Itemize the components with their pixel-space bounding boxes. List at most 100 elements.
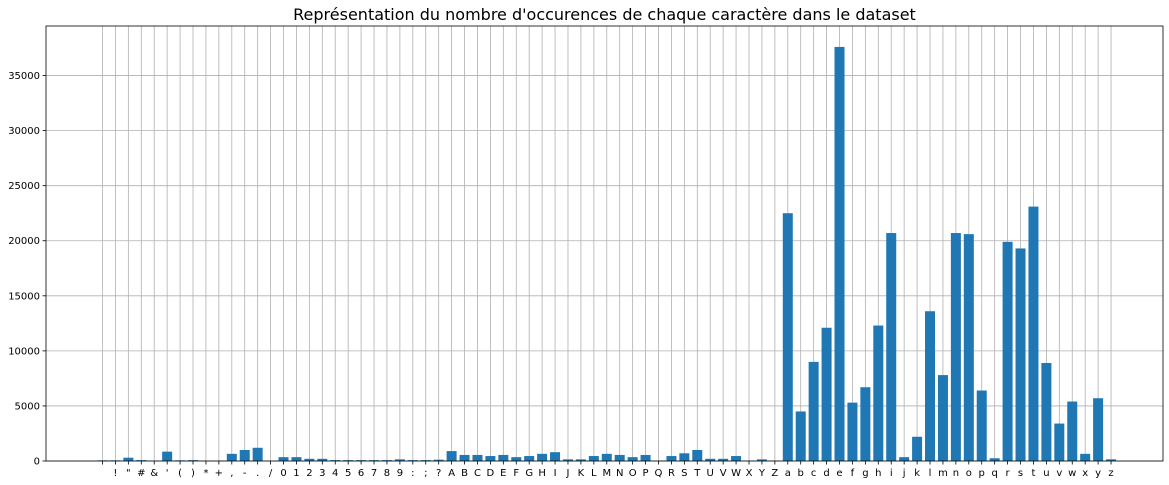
bar [420, 460, 431, 461]
y-tick-label: 15000 [8, 291, 40, 302]
bar [356, 460, 367, 461]
bar [886, 233, 897, 461]
bar [304, 458, 315, 461]
x-tick-label: 5 [345, 468, 351, 479]
x-tick-label: " [126, 468, 131, 479]
grid-layer [46, 26, 1163, 462]
x-tick-label: U [707, 468, 714, 479]
x-tick-label: V [720, 468, 727, 479]
x-tick-label: u [1043, 468, 1049, 479]
x-tick-label: L [591, 468, 597, 479]
x-tick-label: T [693, 468, 701, 479]
bar [446, 451, 457, 461]
bar [925, 311, 936, 461]
y-tick-label: 30000 [8, 126, 40, 137]
bar [394, 459, 405, 461]
x-tick-label: s [1018, 468, 1023, 479]
bar [1067, 401, 1078, 461]
x-tick-label: M [602, 468, 611, 479]
x-tick-label: D [487, 468, 495, 479]
x-tick-label: k [914, 468, 920, 479]
y-tick-label: 0 [34, 457, 40, 468]
bar [226, 453, 237, 461]
x-tick-label: Y [758, 468, 766, 479]
x-tick-label: v [1056, 468, 1062, 479]
x-tick-label: 0 [280, 468, 286, 479]
x-tick-label: G [525, 468, 533, 479]
bar [136, 460, 147, 461]
bar [666, 456, 677, 461]
x-tick-label: 3 [319, 468, 325, 479]
y-tick-label: 35000 [8, 71, 40, 82]
bar [912, 436, 923, 461]
x-tick-label: m [938, 468, 948, 479]
x-tick-label: ' [166, 468, 169, 479]
x-tick-label: : [411, 468, 414, 479]
x-tick-label: r [1006, 468, 1011, 479]
bar [433, 459, 444, 461]
x-tick-label: H [538, 468, 546, 479]
x-tick-label: x [1082, 468, 1088, 479]
bar [899, 457, 910, 461]
x-tick-label: c [811, 468, 817, 479]
bar [614, 454, 625, 461]
bar [369, 460, 380, 461]
bar [537, 453, 548, 461]
bar [821, 327, 832, 461]
x-tick-label: . [256, 468, 259, 479]
bar [511, 457, 522, 461]
x-tick-label: d [823, 468, 829, 479]
bar [782, 213, 793, 461]
x-tick-label: ( [178, 468, 182, 479]
bar [472, 454, 483, 461]
plot-frame [45, 25, 1164, 462]
y-tick-label: 5000 [15, 401, 40, 412]
bar [756, 459, 767, 461]
bar [550, 452, 561, 461]
bar [679, 453, 690, 461]
x-tick-label: E [500, 468, 506, 479]
bar [1041, 362, 1052, 461]
x-tick-label: 4 [332, 468, 338, 479]
chart-title: Représentation du nombre d'occurences de… [293, 5, 916, 24]
bar [731, 456, 742, 461]
bar [291, 457, 302, 461]
bar [860, 387, 871, 461]
x-tick-label: + [215, 468, 223, 479]
bar [692, 449, 703, 461]
x-tick-label: # [137, 468, 145, 479]
bar [795, 411, 806, 461]
bar [317, 458, 328, 461]
x-tick-label: e [836, 468, 842, 479]
bar [162, 451, 173, 461]
x-tick-label: O [629, 468, 637, 479]
bar [705, 458, 716, 461]
bar [498, 454, 509, 461]
x-tick-label: 8 [384, 468, 390, 479]
x-tick-label: A [448, 468, 455, 479]
x-tick-label: & [150, 468, 158, 479]
x-tick-label: ! [113, 468, 117, 479]
x-tick-label: f [851, 468, 855, 479]
bar [459, 454, 470, 461]
bar [950, 233, 961, 461]
x-tick-label: X [746, 468, 753, 479]
bar [188, 460, 199, 461]
x-tick-label: l [929, 468, 932, 479]
bar [1080, 453, 1091, 461]
x-tick-label: ? [436, 468, 441, 479]
bar [1093, 398, 1104, 461]
bar [252, 447, 263, 461]
bar [588, 456, 599, 461]
x-tick-label: 1 [293, 468, 299, 479]
x-tick-label: a [785, 468, 791, 479]
x-tick-label: I [554, 468, 557, 479]
x-tick-label: i [890, 468, 893, 479]
x-tick-label: 2 [306, 468, 312, 479]
x-tick-label: Q [655, 468, 663, 479]
bar [1015, 248, 1026, 461]
x-tick-label: t [1031, 468, 1035, 479]
y-tick-label: 25000 [8, 181, 40, 192]
bar [123, 457, 134, 461]
